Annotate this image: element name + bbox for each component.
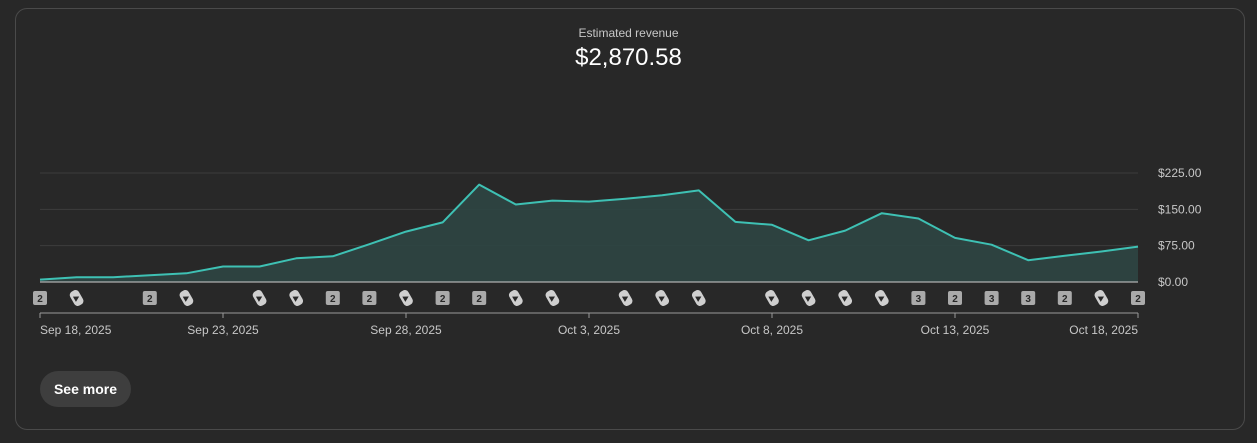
video-count-label: 2 xyxy=(367,294,373,305)
data-point[interactable] xyxy=(549,198,555,204)
data-point[interactable] xyxy=(330,253,336,259)
shorts-icon[interactable] xyxy=(544,289,561,308)
y-tick-label: $225.00 xyxy=(1158,166,1202,180)
y-tick-label: $0.00 xyxy=(1158,275,1188,289)
data-point[interactable] xyxy=(1025,257,1031,263)
data-point[interactable] xyxy=(769,222,775,228)
data-point[interactable] xyxy=(659,192,665,198)
shorts-icon[interactable] xyxy=(178,289,195,308)
video-count-label: 3 xyxy=(1025,294,1031,305)
video-count-label: 2 xyxy=(37,294,43,305)
data-point[interactable] xyxy=(989,242,995,248)
y-tick-label: $150.00 xyxy=(1158,202,1202,216)
data-point[interactable] xyxy=(915,216,921,222)
y-tick-label: $75.00 xyxy=(1158,239,1195,253)
data-point[interactable] xyxy=(513,201,519,207)
video-count-marker[interactable] xyxy=(435,291,450,305)
revenue-line xyxy=(39,183,1139,281)
data-point[interactable] xyxy=(879,210,885,216)
metric-label: Estimated revenue xyxy=(578,26,679,40)
video-count-label: 2 xyxy=(476,294,482,305)
data-point[interactable] xyxy=(110,274,116,280)
video-count-label: 3 xyxy=(916,294,922,305)
data-point[interactable] xyxy=(806,237,812,243)
video-count-marker[interactable] xyxy=(1021,291,1036,305)
data-point[interactable] xyxy=(1062,253,1068,259)
shorts-icon[interactable] xyxy=(398,289,415,308)
x-tick-label: Oct 13, 2025 xyxy=(921,323,990,337)
shorts-icon[interactable] xyxy=(68,289,85,308)
data-point[interactable] xyxy=(74,274,80,280)
shorts-icon[interactable] xyxy=(690,289,707,308)
data-point[interactable] xyxy=(623,196,629,202)
shorts-icon[interactable] xyxy=(837,289,854,308)
video-count-marker[interactable] xyxy=(142,291,157,305)
data-point[interactable] xyxy=(257,263,263,269)
shorts-icon[interactable] xyxy=(654,289,671,308)
shorts-icon[interactable] xyxy=(617,289,634,308)
shorts-icon[interactable] xyxy=(288,289,305,308)
video-count-marker[interactable] xyxy=(1057,291,1072,305)
video-count-label: 3 xyxy=(989,294,995,305)
data-point[interactable] xyxy=(1135,244,1141,250)
video-count-marker[interactable] xyxy=(1131,291,1145,305)
video-count-label: 2 xyxy=(952,294,958,305)
x-tick-label: Sep 28, 2025 xyxy=(370,323,442,337)
data-point[interactable] xyxy=(403,229,409,235)
video-count-label: 2 xyxy=(1135,294,1141,305)
x-tick-label: Sep 18, 2025 xyxy=(40,323,112,337)
shorts-icon[interactable] xyxy=(251,289,268,308)
data-point[interactable] xyxy=(366,241,372,247)
video-count-label: 2 xyxy=(330,294,336,305)
see-more-button[interactable]: See more xyxy=(40,371,131,407)
video-count-label: 2 xyxy=(1062,294,1068,305)
x-tick-label: Oct 3, 2025 xyxy=(558,323,620,337)
data-point[interactable] xyxy=(476,182,482,188)
video-count-marker[interactable] xyxy=(948,291,962,305)
video-count-marker[interactable] xyxy=(362,291,377,305)
data-point[interactable] xyxy=(293,255,299,261)
video-count-marker[interactable] xyxy=(984,291,999,305)
video-count-marker[interactable] xyxy=(911,291,926,305)
video-count-marker[interactable] xyxy=(325,291,340,305)
data-point[interactable] xyxy=(842,228,848,234)
shorts-icon[interactable] xyxy=(507,289,524,308)
data-point[interactable] xyxy=(147,272,153,278)
data-point[interactable] xyxy=(732,219,738,225)
x-tick-label: Oct 8, 2025 xyxy=(741,323,803,337)
video-count-marker[interactable] xyxy=(33,291,47,305)
video-count-marker[interactable] xyxy=(472,291,487,305)
data-point[interactable] xyxy=(952,235,958,241)
video-count-label: 2 xyxy=(440,294,446,305)
shorts-icon[interactable] xyxy=(873,289,890,308)
x-tick-label: Oct 18, 2025 xyxy=(1069,323,1138,337)
data-point[interactable] xyxy=(586,199,592,205)
metric-value: $2,870.58 xyxy=(575,44,682,71)
shorts-icon[interactable] xyxy=(800,289,817,308)
data-point[interactable] xyxy=(183,270,189,276)
data-point[interactable] xyxy=(696,187,702,193)
video-count-label: 2 xyxy=(147,294,153,305)
x-tick-label: Sep 23, 2025 xyxy=(187,323,259,337)
data-point[interactable] xyxy=(1098,248,1104,254)
data-point[interactable] xyxy=(440,219,446,225)
shorts-icon[interactable] xyxy=(1093,289,1110,308)
data-point[interactable] xyxy=(220,263,226,269)
shorts-icon[interactable] xyxy=(764,289,781,308)
